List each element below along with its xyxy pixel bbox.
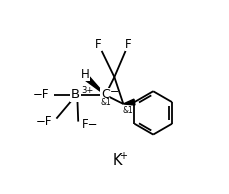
Text: −F: −F <box>36 115 52 128</box>
Text: &1: &1 <box>123 106 134 115</box>
Text: +: + <box>119 151 127 161</box>
Text: 3+: 3+ <box>82 86 94 95</box>
Text: −F: −F <box>33 88 49 101</box>
Polygon shape <box>123 99 135 105</box>
Text: B: B <box>71 88 80 101</box>
Polygon shape <box>86 77 105 95</box>
Text: −: − <box>109 87 119 97</box>
Text: &1: &1 <box>101 98 111 107</box>
Text: F: F <box>95 38 101 51</box>
Text: H: H <box>81 68 90 81</box>
Text: K: K <box>113 153 122 168</box>
Text: F−: F− <box>82 118 99 131</box>
Text: C: C <box>101 88 110 101</box>
Text: F: F <box>125 38 131 51</box>
